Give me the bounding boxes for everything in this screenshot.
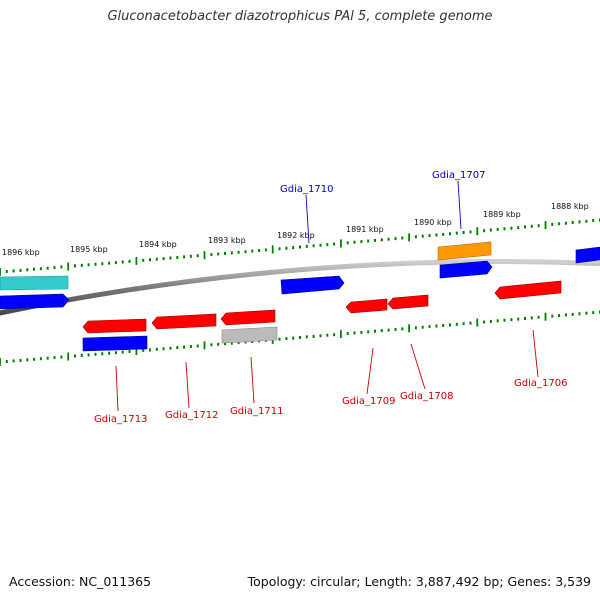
gene-gdia-1713-reverse[interactable] xyxy=(82,335,148,352)
gene-label[interactable]: Gdia_1708 xyxy=(400,391,453,402)
gene-label[interactable]: Gdia_1710 xyxy=(280,184,333,195)
reverse-strand-genes xyxy=(0,241,600,310)
gene-gdia-1711-gray[interactable] xyxy=(221,326,278,344)
gene-teal[interactable] xyxy=(0,275,69,291)
genome-stats-text: Topology: circular; Length: 3,887,492 bp… xyxy=(247,574,591,589)
scale-label: 1888 kbp xyxy=(551,202,589,211)
gene-reverse[interactable] xyxy=(575,246,600,264)
scale-label: 1896 kbp xyxy=(2,248,40,257)
gene-label[interactable]: Gdia_1712 xyxy=(165,410,218,421)
gene-gdia-1707-orange[interactable] xyxy=(437,241,492,261)
forward-strand-genes xyxy=(82,280,562,352)
scale-label: 1892 kbp xyxy=(277,231,315,240)
genome-backbone xyxy=(0,259,600,316)
scale-label: 1889 kbp xyxy=(483,210,521,219)
scale-labels: 1896 kbp 1895 kbp 1894 kbp 1893 kbp 1892… xyxy=(2,202,589,257)
gene-gdia-1708[interactable] xyxy=(387,294,429,310)
scale-label: 1891 kbp xyxy=(346,225,384,234)
scale-label: 1893 kbp xyxy=(208,236,246,245)
gene-label[interactable]: Gdia_1713 xyxy=(94,414,147,425)
scale-label: 1890 kbp xyxy=(414,218,452,227)
page-title: Gluconacetobacter diazotrophicus PAl 5, … xyxy=(107,9,493,24)
gene-gdia-1710[interactable] xyxy=(280,275,345,295)
inner-tick-track xyxy=(0,310,600,366)
scale-label: 1894 kbp xyxy=(139,240,177,249)
gene-gdia-1711[interactable] xyxy=(220,309,276,326)
label-leaders xyxy=(115,180,539,412)
gene-gdia-1709[interactable] xyxy=(345,298,388,314)
outer-tick-track xyxy=(0,218,600,276)
scale-label: 1895 kbp xyxy=(70,245,108,254)
gene-gdia-1712[interactable] xyxy=(151,313,217,330)
gene-label[interactable]: Gdia_1707 xyxy=(432,170,485,181)
gene-gdia-1706[interactable] xyxy=(494,280,562,300)
gene-gdia-1713[interactable] xyxy=(82,318,147,334)
gene-gdia-1707[interactable] xyxy=(439,260,493,279)
gene-labels: Gdia_1710 Gdia_1707 Gdia_1713 Gdia_1712 … xyxy=(94,170,567,425)
gene-reverse[interactable] xyxy=(0,293,70,310)
accession-text: Accession: NC_011365 xyxy=(9,574,152,589)
gene-label[interactable]: Gdia_1709 xyxy=(342,396,395,407)
gene-label[interactable]: Gdia_1711 xyxy=(230,406,283,417)
gene-label[interactable]: Gdia_1706 xyxy=(514,378,567,389)
